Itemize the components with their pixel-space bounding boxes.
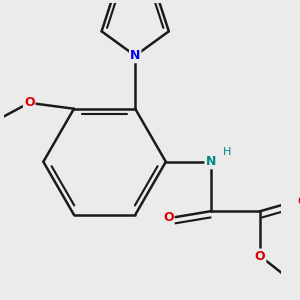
Text: N: N: [130, 49, 140, 62]
Text: O: O: [24, 96, 34, 109]
Text: O: O: [255, 250, 266, 262]
Text: O: O: [297, 195, 300, 208]
Text: H: H: [223, 147, 231, 158]
Text: N: N: [206, 155, 216, 168]
Text: O: O: [163, 211, 173, 224]
